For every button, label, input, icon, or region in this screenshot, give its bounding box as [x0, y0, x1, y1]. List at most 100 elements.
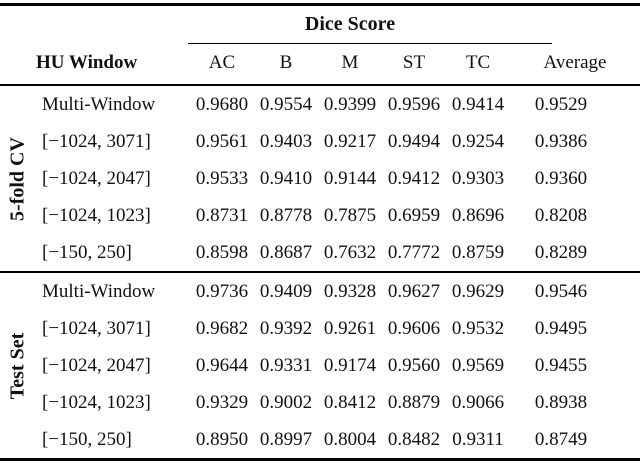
- cell-average: 0.8208: [534, 205, 588, 226]
- column-header-row: HU Window AC B M ST TC Average: [0, 44, 640, 85]
- cell-st: 0.8482: [387, 429, 441, 450]
- cell-tc: 0.9414: [451, 94, 505, 115]
- cell-average: 0.9360: [534, 168, 588, 189]
- cell-m: 0.9328: [323, 281, 377, 302]
- table-row: [−1024, 2047] 0.9644 0.9331 0.9174 0.956…: [0, 347, 640, 384]
- cell-b: 0.9410: [259, 168, 313, 189]
- cell-m: 0.9144: [323, 168, 377, 189]
- blank-header-cell: [0, 5, 190, 45]
- cell-window: [−150, 250]: [42, 242, 132, 263]
- cell-st: 0.6959: [387, 205, 441, 226]
- column-header-average: Average: [543, 52, 607, 73]
- cell-st: 0.9596: [387, 94, 441, 115]
- cell-b: 0.9002: [259, 392, 313, 413]
- cell-tc: 0.9254: [451, 131, 505, 152]
- table-row: [−1024, 1023] 0.9329 0.9002 0.8412 0.887…: [0, 384, 640, 421]
- cell-b: 0.9403: [259, 131, 313, 152]
- section-label-test-set: Test Set: [0, 272, 36, 460]
- cell-ac: 0.9533: [195, 168, 249, 189]
- cell-b: 0.8687: [259, 242, 313, 263]
- column-header-ac: AC: [208, 52, 236, 73]
- cell-st: 0.9494: [387, 131, 441, 152]
- column-header-st: ST: [402, 52, 426, 73]
- cell-tc: 0.9066: [451, 392, 505, 413]
- cell-ac: 0.8598: [195, 242, 249, 263]
- cell-st: 0.7772: [387, 242, 441, 263]
- cell-m: 0.8004: [323, 429, 377, 450]
- cell-ac: 0.9682: [195, 318, 249, 339]
- column-header-m: M: [341, 52, 359, 73]
- cell-window: [−1024, 1023]: [42, 205, 151, 226]
- cell-ac: 0.9561: [195, 131, 249, 152]
- section-label-5fold-cv: 5-fold CV: [0, 85, 36, 272]
- cell-m: 0.7632: [323, 242, 377, 263]
- blank-header-cell: [0, 44, 36, 85]
- cell-st: 0.9560: [387, 355, 441, 376]
- cell-m: 0.9217: [323, 131, 377, 152]
- cell-m: 0.7875: [323, 205, 377, 226]
- cell-m: 0.9261: [323, 318, 377, 339]
- cell-average: 0.8289: [534, 242, 588, 263]
- table-row: [−150, 250] 0.8950 0.8997 0.8004 0.8482 …: [0, 421, 640, 460]
- paper-table-page: Dice Score HU Window AC B M ST TC Averag…: [0, 3, 640, 463]
- section-test-set: Test Set Multi-Window 0.9736 0.9409 0.93…: [0, 272, 640, 460]
- cell-tc: 0.9569: [451, 355, 505, 376]
- cell-average: 0.9495: [534, 318, 588, 339]
- cell-window: [−1024, 3071]: [42, 318, 151, 339]
- cell-window: [−1024, 3071]: [42, 131, 151, 152]
- hu-window-header: HU Window: [36, 52, 138, 73]
- section-5fold-cv: 5-fold CV Multi-Window 0.9680 0.9554 0.9…: [0, 85, 640, 272]
- cell-ac: 0.8950: [195, 429, 249, 450]
- cell-average: 0.9546: [534, 281, 588, 302]
- cell-b: 0.9554: [259, 94, 313, 115]
- cell-ac: 0.9329: [195, 392, 249, 413]
- cell-m: 0.9174: [323, 355, 377, 376]
- table-row: [−1024, 3071] 0.9682 0.9392 0.9261 0.960…: [0, 310, 640, 347]
- cell-ac: 0.9644: [195, 355, 249, 376]
- cell-ac: 0.9736: [195, 281, 249, 302]
- dice-score-table: Dice Score HU Window AC B M ST TC Averag…: [0, 3, 640, 461]
- table-row: Test Set Multi-Window 0.9736 0.9409 0.93…: [0, 272, 640, 399]
- cell-window: [−1024, 2047]: [42, 168, 151, 189]
- cell-average: 0.8938: [534, 392, 588, 413]
- cell-ac: 0.9680: [195, 94, 249, 115]
- cell-average: 0.8749: [534, 429, 588, 450]
- column-header-tc: TC: [465, 52, 491, 73]
- cell-window: [−1024, 1023]: [42, 392, 151, 413]
- cell-tc: 0.8759: [451, 242, 505, 263]
- section-label-text: 5-fold CV: [6, 136, 29, 221]
- cell-tc: 0.9303: [451, 168, 505, 189]
- cell-b: 0.8997: [259, 429, 313, 450]
- table-row: 5-fold CV Multi-Window 0.9680 0.9554 0.9…: [0, 85, 640, 220]
- cell-average: 0.9529: [534, 94, 588, 115]
- cell-window: Multi-Window: [42, 94, 156, 115]
- cell-tc: 0.8696: [451, 205, 505, 226]
- table-row: [−1024, 1023] 0.8731 0.8778 0.7875 0.695…: [0, 197, 640, 234]
- cell-st: 0.9412: [387, 168, 441, 189]
- cell-tc: 0.9311: [452, 429, 504, 450]
- cell-window: [−1024, 2047]: [42, 355, 151, 376]
- cell-average: 0.9386: [534, 131, 588, 152]
- cell-st: 0.9606: [387, 318, 441, 339]
- cell-b: 0.9331: [259, 355, 313, 376]
- cell-tc: 0.9629: [451, 281, 505, 302]
- cell-b: 0.9392: [259, 318, 313, 339]
- cell-st: 0.9627: [387, 281, 441, 302]
- dice-score-label: Dice Score: [304, 13, 396, 35]
- cell-ac: 0.8731: [195, 205, 249, 226]
- cell-b: 0.8778: [259, 205, 313, 226]
- section-label-text: Test Set: [6, 332, 29, 399]
- dice-score-group-header: Dice Score: [188, 5, 552, 45]
- cell-window: [−150, 250]: [42, 429, 132, 450]
- table-row: [−1024, 3071] 0.9561 0.9403 0.9217 0.949…: [0, 123, 640, 160]
- cell-st: 0.8879: [387, 392, 441, 413]
- cell-tc: 0.9532: [451, 318, 505, 339]
- table-row: [−1024, 2047] 0.9533 0.9410 0.9144 0.941…: [0, 160, 640, 197]
- cell-average: 0.9455: [534, 355, 588, 376]
- group-header-row: Dice Score: [0, 5, 640, 45]
- cell-m: 0.8412: [323, 392, 377, 413]
- column-header-b: B: [279, 52, 293, 73]
- table-header: Dice Score HU Window AC B M ST TC Averag…: [0, 5, 640, 85]
- cell-window: Multi-Window: [42, 281, 156, 302]
- blank-header-cell: [510, 5, 640, 45]
